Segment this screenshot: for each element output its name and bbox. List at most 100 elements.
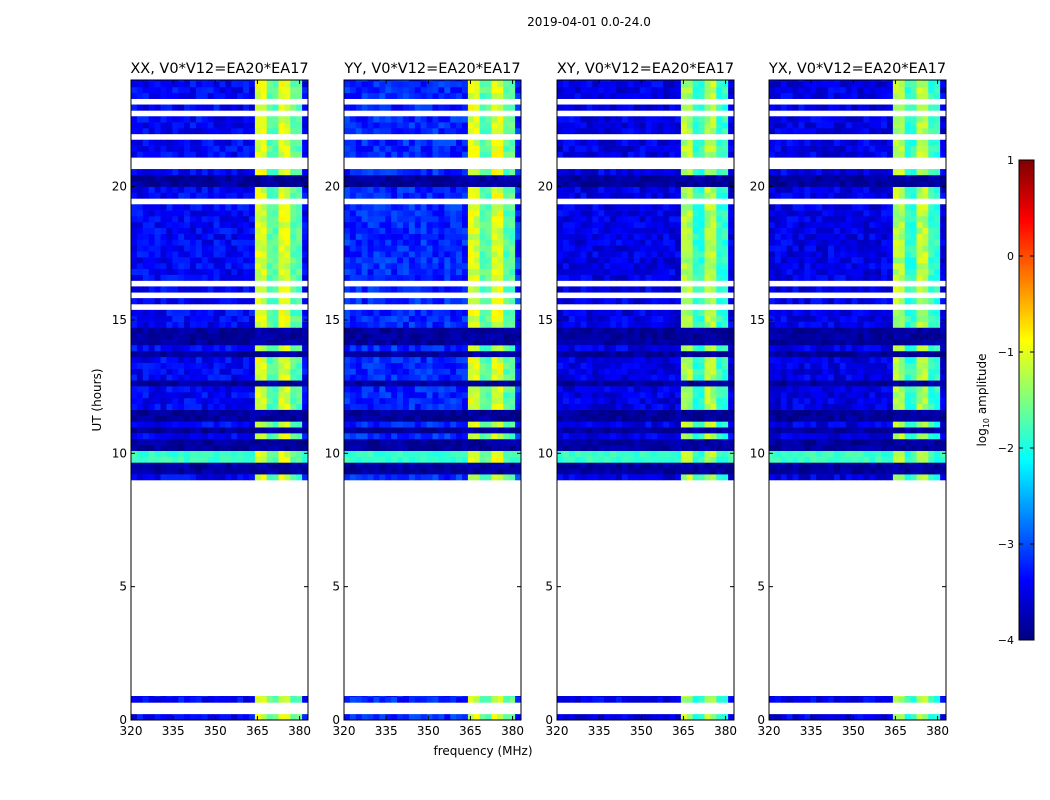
heatmap-cell (379, 339, 386, 346)
heatmap-cell (278, 403, 285, 410)
heatmap-cell (479, 298, 486, 305)
heatmap-cell (610, 257, 617, 264)
heatmap-cell (249, 257, 256, 264)
heatmap-cell (219, 345, 226, 352)
heatmap-cell (190, 474, 197, 481)
heatmap-cell (190, 151, 197, 158)
heatmap-cell (231, 274, 238, 281)
heatmap-cell (154, 438, 161, 446)
heatmap-cell (479, 315, 486, 322)
heatmap-cell (598, 321, 605, 328)
heatmap-cell (219, 368, 226, 375)
heatmap-cell (604, 468, 611, 475)
heatmap-cells (557, 80, 735, 721)
heatmap-cell (260, 92, 268, 99)
heatmap-cell (344, 262, 351, 270)
heatmap-cell (462, 362, 469, 369)
heatmap-cell (201, 122, 209, 129)
heatmap-cell (355, 239, 363, 246)
heatmap-cell (278, 356, 285, 363)
heatmap-cell (154, 409, 161, 416)
heatmap-cell (296, 309, 303, 317)
heatmap-cell (290, 345, 297, 352)
heatmap-cell (349, 450, 357, 457)
heatmap-cell (349, 233, 357, 240)
heatmap-cell (344, 696, 351, 703)
heatmap-cell (160, 104, 167, 111)
heatmap-cell (698, 374, 705, 381)
heatmap-cell (178, 186, 185, 193)
heatmap-cell (154, 174, 161, 182)
heatmap-cell (237, 421, 244, 428)
heatmap-cell (225, 421, 232, 428)
heatmap-cell (213, 356, 220, 363)
heatmap-cell (237, 257, 244, 264)
heatmap-cell (669, 362, 676, 369)
heatmap-cell (373, 221, 380, 229)
heatmap-cell (195, 257, 203, 264)
heatmap-cell (373, 128, 380, 135)
heatmap-cell (651, 392, 658, 399)
heatmap-cell (166, 333, 173, 340)
heatmap-cell (207, 468, 214, 475)
heatmap-cell (408, 345, 416, 352)
heatmap-cell (160, 327, 167, 334)
heatmap-cell (722, 345, 729, 352)
heatmap-cell (278, 714, 285, 721)
heatmap-cell (260, 151, 268, 158)
heatmap-cell (722, 403, 729, 410)
heatmap-cell (450, 714, 457, 721)
heatmap-cell (414, 433, 422, 440)
heatmap-cell (142, 696, 150, 703)
heatmap-cell (219, 421, 226, 428)
heatmap-cell (249, 145, 256, 152)
heatmap-cell (633, 444, 640, 451)
heatmap-cell (675, 392, 682, 399)
heatmap-cell (373, 116, 380, 123)
heatmap-cell (633, 339, 640, 346)
heatmap-cell (503, 80, 510, 82)
heatmap-cell (397, 368, 404, 375)
heatmap-cell (621, 397, 629, 405)
heatmap-cell (225, 186, 232, 193)
heatmap-cell (408, 438, 416, 446)
heatmap-cell (184, 339, 191, 346)
heatmap-cell (444, 421, 451, 428)
heatmap-cell (184, 415, 191, 422)
heatmap-cell (438, 696, 445, 703)
heatmap-cell (462, 221, 469, 229)
heatmap-cell (385, 192, 392, 199)
heatmap-cell (604, 368, 611, 375)
heatmap-cell (237, 86, 244, 94)
heatmap-cell (657, 714, 664, 721)
y-tick-label: 5 (119, 580, 127, 594)
heatmap-cell (272, 421, 279, 428)
heatmap-cell (184, 257, 191, 264)
heatmap-cell (497, 409, 504, 416)
heatmap-cell (657, 392, 664, 399)
heatmap-cell (243, 257, 250, 264)
heatmap-cell (160, 474, 167, 481)
heatmap-cell (432, 239, 439, 246)
heatmap-cell (598, 286, 605, 293)
heatmap-cell (272, 192, 279, 199)
heatmap-cell (669, 438, 676, 446)
heatmap-cell (438, 356, 445, 363)
heatmap-cell (491, 392, 498, 399)
heatmap-cell (444, 204, 451, 211)
heatmap-cell (219, 180, 226, 187)
heatmap-cell (237, 392, 244, 399)
heatmap-cell (651, 327, 658, 334)
heatmap-cell (379, 233, 386, 240)
heatmap-cell (367, 374, 374, 381)
heatmap-cell (195, 456, 203, 463)
heatmap-cell (438, 456, 445, 463)
heatmap-cell (473, 339, 481, 346)
heatmap-cell (663, 696, 670, 697)
heatmap-cell (722, 298, 729, 305)
heatmap-cell (710, 333, 717, 340)
heatmap-cell (426, 92, 433, 99)
heatmap-cell (414, 262, 422, 270)
heatmap-cell (260, 438, 268, 446)
heatmap-cell (142, 356, 150, 363)
